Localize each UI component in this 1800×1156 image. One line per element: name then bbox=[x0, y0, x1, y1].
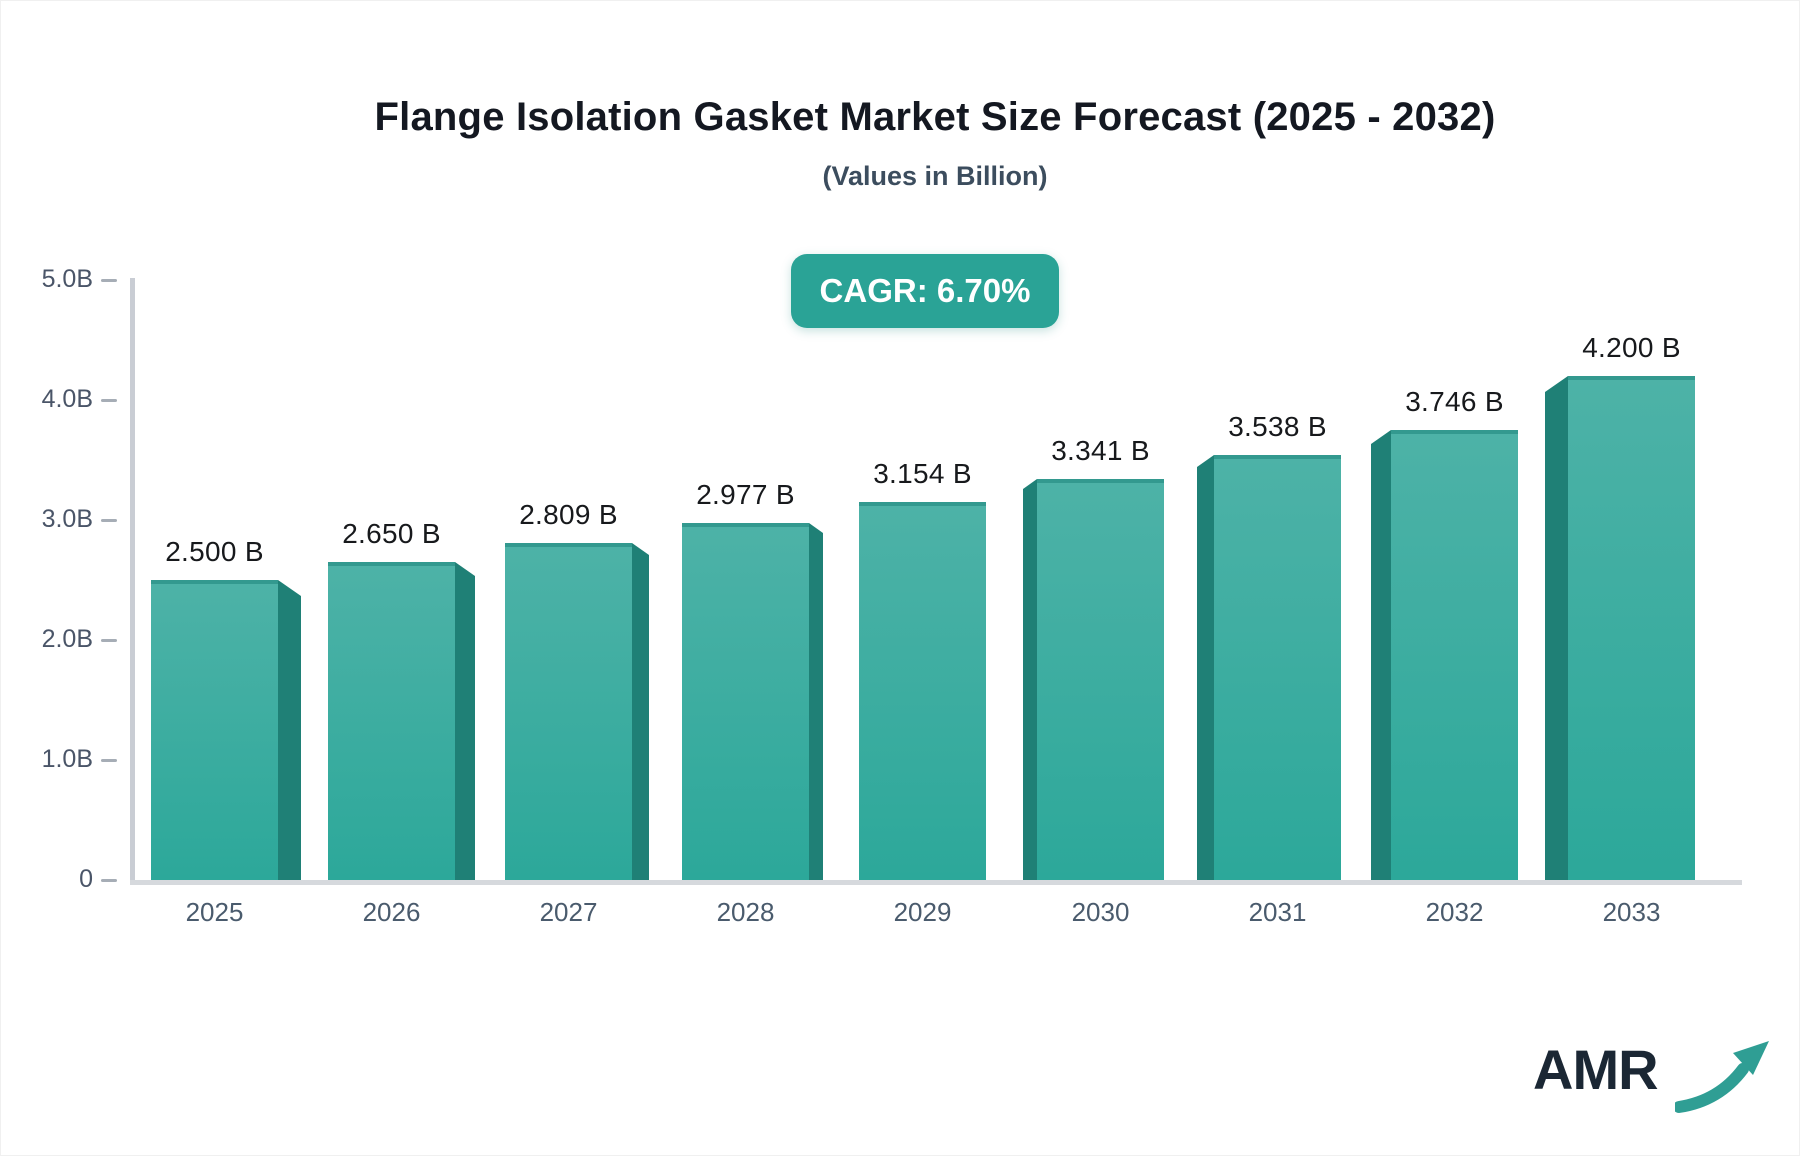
x-axis-label-2031: 2031 bbox=[1248, 897, 1307, 927]
bar-value-label-2027: 2.809 B bbox=[519, 499, 618, 530]
bar-2027 bbox=[505, 543, 632, 880]
bar-2026 bbox=[328, 562, 455, 880]
bar-side-2028 bbox=[809, 523, 823, 880]
y-axis-line bbox=[130, 278, 135, 885]
bar-value-label-2031: 3.538 B bbox=[1228, 411, 1327, 442]
growth-arrow-icon bbox=[1675, 1041, 1769, 1113]
x-axis-label-2026: 2026 bbox=[362, 897, 421, 927]
x-axis-label-2025: 2025 bbox=[185, 897, 244, 927]
bar-2030 bbox=[1037, 479, 1164, 880]
bar-2033 bbox=[1568, 376, 1695, 880]
bar-value-label-2025: 2.500 B bbox=[165, 536, 264, 567]
bar-value-label-2030: 3.341 B bbox=[1051, 435, 1150, 466]
y-axis-tick bbox=[101, 639, 117, 642]
y-axis-tick-label: 2.0B bbox=[41, 625, 93, 653]
x-axis-label-2027: 2027 bbox=[539, 897, 598, 927]
x-axis-label-2033: 2033 bbox=[1602, 897, 1661, 927]
y-axis-tick-label: 3.0B bbox=[41, 505, 93, 533]
bar-side-2031 bbox=[1197, 455, 1214, 880]
amr-logo: AMR bbox=[1533, 1037, 1783, 1127]
bar-value-label-2033: 4.200 B bbox=[1582, 332, 1681, 363]
y-axis-tick-label: 4.0B bbox=[41, 385, 93, 413]
bar-side-2025 bbox=[278, 580, 301, 880]
cagr-badge: CAGR: 6.70% bbox=[791, 254, 1059, 328]
bar-2031 bbox=[1214, 455, 1341, 880]
bar-value-label-2032: 3.746 B bbox=[1405, 386, 1504, 417]
chart-title: Flange Isolation Gasket Market Size Fore… bbox=[374, 95, 1496, 139]
bar-value-label-2028: 2.977 B bbox=[696, 479, 795, 510]
bar-side-2027 bbox=[632, 543, 649, 880]
bar-2028 bbox=[682, 523, 809, 880]
bar-2025 bbox=[151, 580, 278, 880]
y-axis-tick bbox=[101, 879, 117, 882]
y-axis-tick-label: 1.0B bbox=[41, 745, 93, 773]
bar-2032 bbox=[1391, 430, 1518, 880]
logo-text: AMR bbox=[1533, 1038, 1659, 1101]
bar-value-label-2029: 3.154 B bbox=[873, 458, 972, 489]
x-axis-label-2029: 2029 bbox=[893, 897, 952, 927]
bar-value-label-2026: 2.650 B bbox=[342, 518, 441, 549]
y-axis-tick-label: 5.0B bbox=[41, 265, 93, 293]
y-axis-tick bbox=[101, 759, 117, 762]
bar-2029 bbox=[859, 502, 986, 880]
bar-side-2026 bbox=[455, 562, 475, 880]
bar-side-2033 bbox=[1545, 376, 1568, 880]
y-axis-tick bbox=[101, 399, 117, 402]
y-axis-tick bbox=[101, 279, 117, 282]
y-axis-tick-label: 0 bbox=[79, 865, 93, 893]
bar-side-2030 bbox=[1023, 479, 1037, 880]
y-axis-tick bbox=[101, 519, 117, 522]
bar-side-2032 bbox=[1371, 430, 1391, 880]
chart-subtitle: (Values in Billion) bbox=[822, 161, 1048, 191]
x-axis-label-2028: 2028 bbox=[716, 897, 775, 927]
x-axis-label-2032: 2032 bbox=[1425, 897, 1484, 927]
x-axis-label-2030: 2030 bbox=[1071, 897, 1130, 927]
x-axis-line bbox=[130, 880, 1742, 885]
